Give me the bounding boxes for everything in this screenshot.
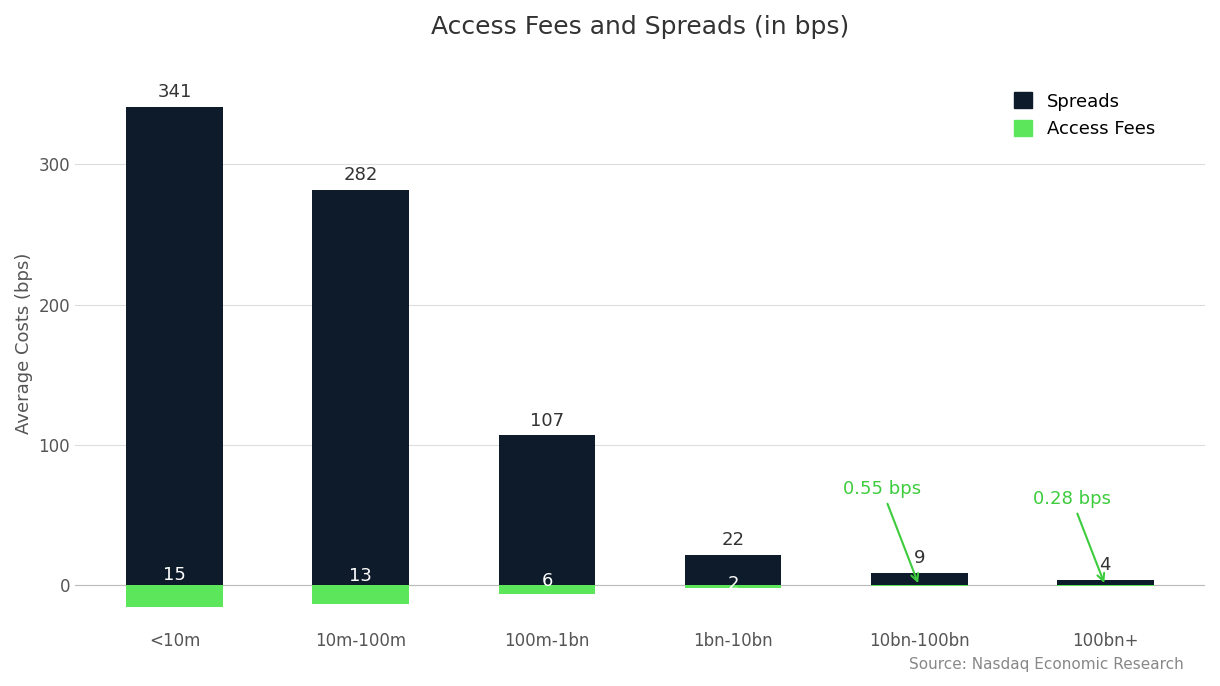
Bar [684,554,782,585]
Bar [871,573,967,585]
Text: 0.28 bps: 0.28 bps [1033,490,1110,581]
Bar [871,585,967,587]
Legend: Spreads, Access Fees: Spreads, Access Fees [1006,85,1163,145]
Text: 13: 13 [349,567,372,585]
Text: 2: 2 [727,575,739,593]
Text: 107: 107 [529,412,564,429]
Text: Source: Nasdaq Economic Research: Source: Nasdaq Economic Research [909,657,1183,672]
Bar [312,189,409,585]
Bar [127,107,223,585]
Text: 15: 15 [163,566,187,584]
Bar [127,585,223,606]
Title: Access Fees and Spreads (in bps): Access Fees and Spreads (in bps) [431,15,849,39]
Bar [499,585,595,594]
Bar [312,585,409,604]
Text: 22: 22 [721,531,744,549]
Text: 6: 6 [542,572,553,590]
Text: 4: 4 [1099,556,1111,574]
Text: 341: 341 [157,83,192,101]
Text: 9: 9 [914,549,925,567]
Bar [1057,580,1154,585]
Y-axis label: Average Costs (bps): Average Costs (bps) [15,252,33,434]
Text: 0.55 bps: 0.55 bps [843,480,921,581]
Bar [684,585,782,589]
Text: 282: 282 [344,166,378,184]
Bar [499,435,595,585]
